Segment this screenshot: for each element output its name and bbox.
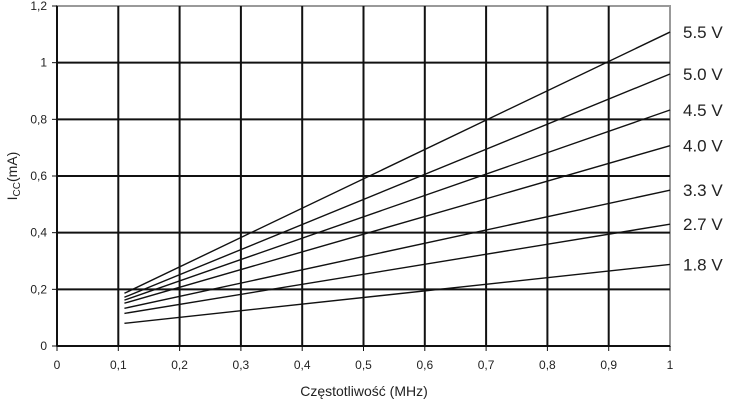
series-lines <box>124 31 671 325</box>
series-line <box>124 109 671 301</box>
series-label: 5.5 V <box>683 23 723 42</box>
series-label: 2.7 V <box>683 215 723 234</box>
series-label: 5.0 V <box>683 65 723 84</box>
x-tick-label: 0,1 <box>110 358 127 372</box>
y-tick-label: 0 <box>40 339 47 353</box>
y-axis-label-subscript: CC <box>12 182 23 196</box>
x-tick-label: 0,4 <box>294 358 311 372</box>
x-tick-label: 0,8 <box>539 358 556 372</box>
series-label: 4.0 V <box>683 137 723 156</box>
y-axis-label-main: I <box>4 196 20 200</box>
x-axis-label: Częstotliwość (MHz) <box>300 383 428 399</box>
series-label: 4.5 V <box>683 101 723 120</box>
x-tick-label: 0,7 <box>478 358 495 372</box>
y-axis-label: ICC(mA) <box>4 152 23 201</box>
y-tick-label: 0,6 <box>30 169 47 183</box>
series-label: 1.8 V <box>683 255 723 274</box>
series-line <box>124 223 671 315</box>
series-line <box>124 263 671 325</box>
x-tick-label: 0,3 <box>233 358 250 372</box>
series-line <box>124 31 671 294</box>
grid <box>52 5 671 351</box>
series-line <box>124 189 671 310</box>
x-tick-label: 1 <box>667 358 674 372</box>
x-tick-labels: 0 0,1 0,2 0,3 0,4 0,5 0,6 0,7 0,8 0,9 1 <box>54 358 674 372</box>
x-tick-label: 0,6 <box>416 358 433 372</box>
x-tick-label: 0,5 <box>355 358 372 372</box>
x-tick-label: 0 <box>54 358 61 372</box>
series-line <box>124 145 671 304</box>
y-tick-label: 1,2 <box>30 0 47 13</box>
x-tick-label: 0,9 <box>600 358 617 372</box>
y-tick-label: 0,4 <box>30 226 47 240</box>
y-tick-label: 0,8 <box>30 112 47 126</box>
x-tick-label: 0,2 <box>171 358 188 372</box>
series-line <box>124 73 671 298</box>
y-axis-label-unit: (mA) <box>4 152 20 182</box>
series-label: 3.3 V <box>683 181 723 200</box>
series-labels: 5.5 V 5.0 V 4.5 V 4.0 V 3.3 V 2.7 V 1.8 V <box>683 23 723 274</box>
y-tick-labels: 0 0,2 0,4 0,6 0,8 1 1,2 <box>30 0 47 353</box>
y-tick-label: 0,2 <box>30 282 47 296</box>
y-tick-label: 1 <box>40 56 47 70</box>
